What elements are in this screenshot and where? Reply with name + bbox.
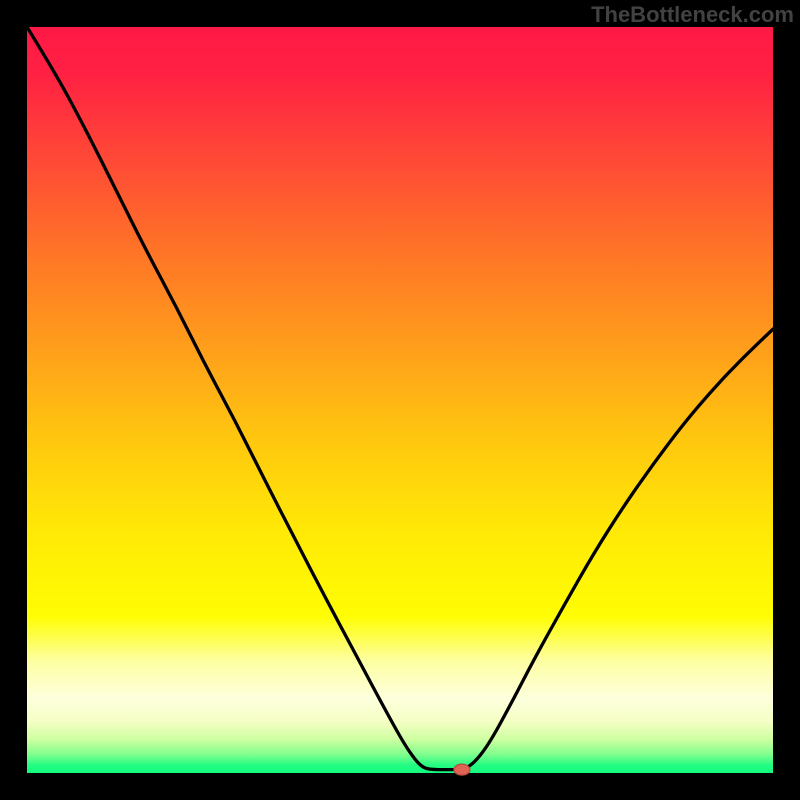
optimum-marker [454, 764, 470, 775]
bottleneck-chart [0, 0, 800, 800]
plot-gradient-area [27, 27, 773, 773]
watermark-text: TheBottleneck.com [591, 2, 794, 28]
chart-container: TheBottleneck.com [0, 0, 800, 800]
